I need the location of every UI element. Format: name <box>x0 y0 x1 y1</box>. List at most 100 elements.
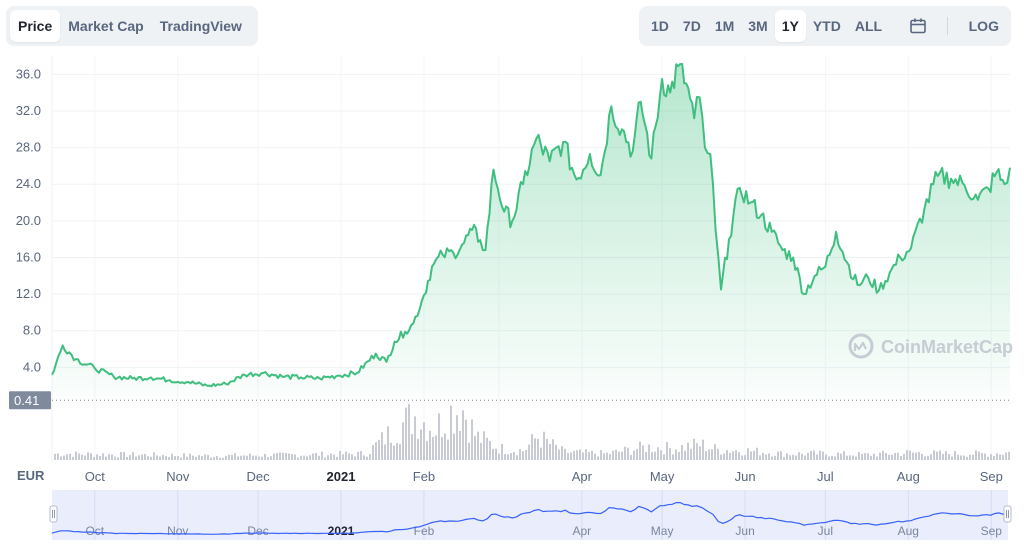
tab-market-cap[interactable]: Market Cap <box>68 18 144 34</box>
volume-bar <box>969 454 971 460</box>
volume-bar <box>903 453 905 460</box>
volume-bar <box>345 451 347 460</box>
x-tick-label: Dec <box>246 469 270 484</box>
volume-bar <box>234 453 236 460</box>
volume-bar <box>330 453 332 460</box>
volume-bar <box>627 447 629 460</box>
volume-bar <box>816 454 818 460</box>
volume-bar <box>546 438 548 460</box>
coinmarketcap-watermark: CoinMarketCap <box>848 333 1013 359</box>
range-3m[interactable]: 3M <box>748 18 768 34</box>
volume-bar <box>468 442 470 460</box>
y-tick-label: 28.0 <box>16 140 41 155</box>
volume-bar <box>363 455 365 460</box>
log-scale-button[interactable]: LOG <box>968 18 999 34</box>
volume-bar <box>708 449 710 460</box>
volume-bar <box>144 453 146 460</box>
volume-bar <box>579 449 581 460</box>
volume-bar <box>585 449 587 460</box>
range-7d[interactable]: 7D <box>682 18 701 34</box>
volume-bar <box>339 450 341 460</box>
volume-bar <box>876 456 878 460</box>
range-ytd[interactable]: YTD <box>812 18 841 34</box>
volume-bar <box>402 422 404 460</box>
volume-bar <box>591 450 593 460</box>
navigator-tick-label: Jun <box>735 524 754 538</box>
volume-bar <box>795 455 797 460</box>
tab-tradingview[interactable]: TradingView <box>159 18 242 34</box>
navigator-left-handle[interactable] <box>49 505 58 523</box>
volume-bar <box>474 436 476 460</box>
volume-bar <box>321 451 323 460</box>
volume-bar <box>822 451 824 460</box>
volume-bar <box>357 451 359 460</box>
volume-bar <box>504 454 506 460</box>
volume-bar <box>450 405 452 460</box>
volume-bar <box>966 456 968 460</box>
range-navigator[interactable]: Oct Nov Dec 2021 Feb Apr May Jun Jul Aug Sep <box>49 490 1012 540</box>
volume-bar <box>960 455 962 460</box>
tab-price[interactable]: Price <box>10 10 61 42</box>
volume-bar <box>264 453 266 460</box>
y-tick-label: 12.0 <box>16 286 41 301</box>
volume-bar <box>693 438 695 460</box>
volume-bar <box>711 449 713 460</box>
navigator-tick-label: Sep <box>981 524 1003 538</box>
volume-bar <box>945 451 947 460</box>
volume-bar <box>483 431 485 460</box>
volume-bar <box>723 453 725 460</box>
x-tick-label: 2021 <box>327 469 356 484</box>
volume-bar <box>168 457 170 460</box>
calendar-icon[interactable] <box>902 17 934 35</box>
volume-bar <box>138 455 140 460</box>
volume-bar <box>927 455 929 460</box>
y-tick-label: 20.0 <box>16 213 41 228</box>
volume-bar <box>426 441 428 460</box>
volume-bar <box>975 450 977 460</box>
volume-bar <box>525 450 527 460</box>
volume-bar <box>831 455 833 460</box>
range-1d[interactable]: 1D <box>651 18 669 34</box>
volume-bar <box>420 429 422 460</box>
volume-bar <box>705 451 707 460</box>
volume-bar <box>327 455 329 460</box>
volume-bar <box>162 454 164 460</box>
volume-bar <box>81 454 83 460</box>
volume-bar <box>390 442 392 460</box>
volume-bar <box>558 449 560 460</box>
volume-bar <box>753 450 755 460</box>
navigator-tick-label: 2021 <box>328 524 355 538</box>
baseline-value-text: 0.41 <box>14 393 39 408</box>
volume-bar <box>540 447 542 460</box>
volume-bar <box>768 453 770 460</box>
volume-bar <box>990 453 992 460</box>
volume-bar <box>324 457 326 460</box>
volume-bar <box>198 455 200 460</box>
volume-bar <box>150 456 152 460</box>
volume-bar <box>915 452 917 460</box>
x-tick-label: May <box>650 469 675 484</box>
volume-bar <box>1002 454 1004 460</box>
volume-bar <box>336 456 338 460</box>
volume-bar <box>951 456 953 460</box>
volume-bar <box>189 453 191 460</box>
volume-bar <box>618 451 620 460</box>
volume-bar <box>756 447 758 460</box>
volume-bar <box>180 457 182 460</box>
volume-bar <box>714 444 716 460</box>
chart-type-tabs: Price Market Cap TradingView <box>6 6 258 46</box>
volume-bar <box>882 450 884 460</box>
volume-bar <box>54 453 56 460</box>
volume-bar <box>243 455 245 460</box>
navigator-tick-label: Feb <box>414 524 435 538</box>
volume-bar <box>918 452 920 460</box>
range-1y[interactable]: 1Y <box>774 10 806 42</box>
navigator-right-handle[interactable] <box>1003 505 1012 523</box>
range-1m[interactable]: 1M <box>714 18 735 34</box>
range-all[interactable]: ALL <box>854 18 883 34</box>
volume-bar <box>141 454 143 460</box>
volume-bar <box>396 443 398 460</box>
volume-bar <box>552 439 554 460</box>
volume-bar <box>129 455 131 460</box>
